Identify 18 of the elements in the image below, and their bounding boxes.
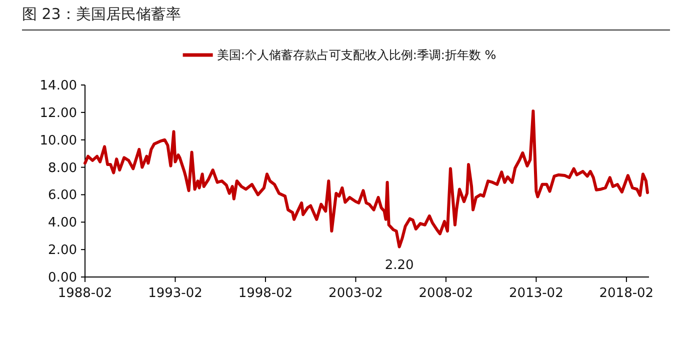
y-tick-label: 6.00 [48, 188, 77, 204]
y-tick-label: 12.00 [40, 106, 77, 121]
legend: 美国:个人储蓄存款占可支配收入比例:季调:折年数 % [182, 48, 496, 62]
y-tick-label: 10.00 [40, 133, 77, 148]
x-tick-label: 2013-02 [509, 286, 564, 301]
x-tick-label: 2003-02 [328, 286, 383, 301]
y-tick-label: 8.00 [48, 160, 77, 176]
y-tick-label: 14.00 [40, 78, 77, 94]
y-tick-label: 2.00 [48, 243, 77, 258]
x-tick-label: 2018-02 [599, 286, 654, 301]
x-tick-label: 1993-02 [148, 286, 202, 301]
y-tick-label: 4.00 [48, 216, 77, 231]
title: 图 23：美国居民储蓄率 [22, 5, 181, 23]
y-tick-label: 0.00 [48, 270, 77, 286]
x-tick-label: 2008-02 [418, 286, 474, 301]
annotation: 2.20 [384, 258, 414, 273]
x-tick-label: 1988-02 [58, 286, 112, 301]
x-tick-label: 1998-02 [238, 286, 293, 301]
